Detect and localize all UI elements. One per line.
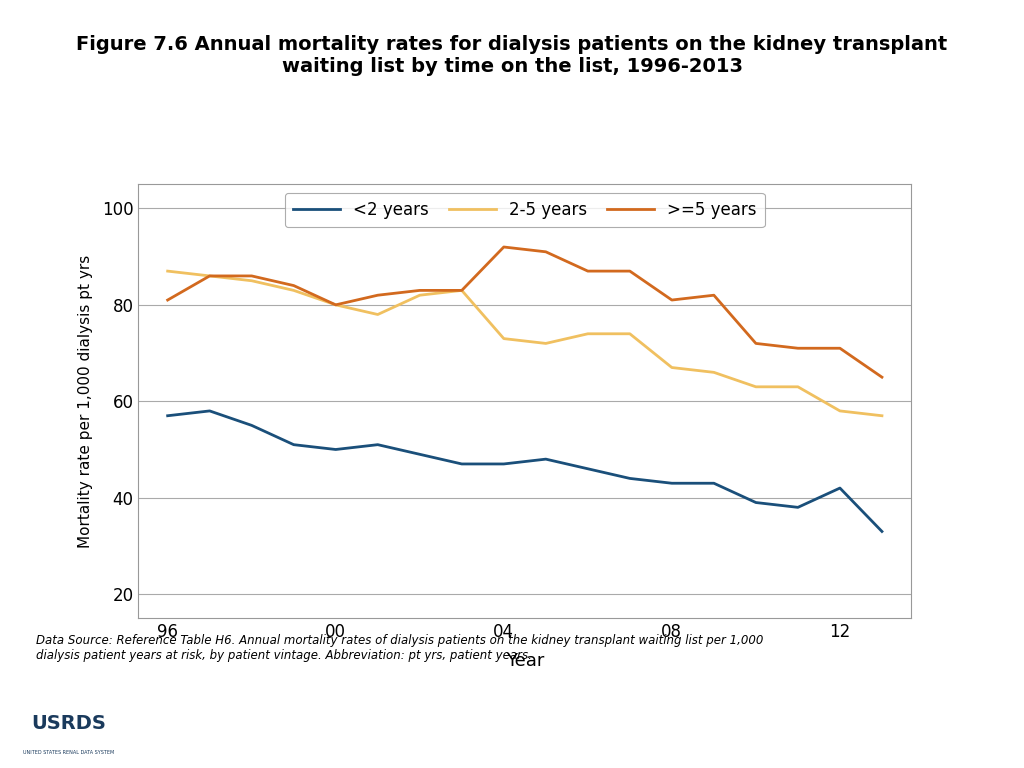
Text: USRDS: USRDS [32,714,106,733]
Text: Data Source: Reference Table H6. Annual mortality rates of dialysis patients on : Data Source: Reference Table H6. Annual … [36,634,763,661]
Y-axis label: Mortality rate per 1,000 dialysis pt yrs: Mortality rate per 1,000 dialysis pt yrs [79,255,93,548]
Text: Vol 2, ESRD, Ch 7: Vol 2, ESRD, Ch 7 [417,723,607,742]
Text: UNITED STATES RENAL DATA SYSTEM: UNITED STATES RENAL DATA SYSTEM [24,750,115,755]
Text: Figure 7.6 Annual mortality rates for dialysis patients on the kidney transplant: Figure 7.6 Annual mortality rates for di… [77,35,947,75]
X-axis label: Year: Year [506,652,544,670]
Legend: <2 years, 2-5 years, >=5 years: <2 years, 2-5 years, >=5 years [285,193,765,227]
Text: 7: 7 [985,723,998,742]
